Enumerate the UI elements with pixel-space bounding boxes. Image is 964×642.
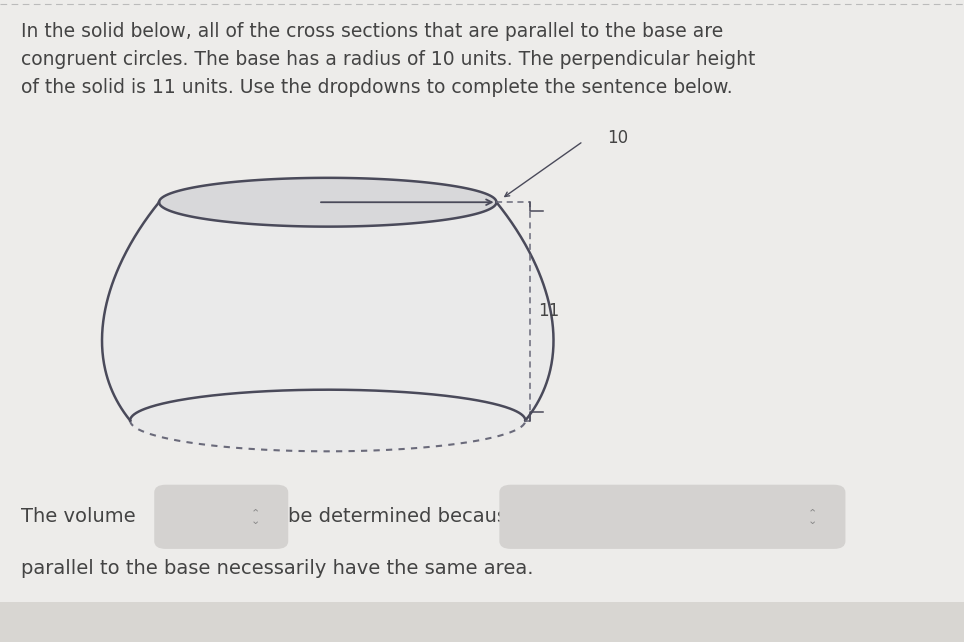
Text: ⌃
⌄: ⌃ ⌄	[808, 508, 817, 526]
Polygon shape	[159, 178, 496, 227]
Text: ⌃
⌄: ⌃ ⌄	[251, 508, 260, 526]
Text: 10: 10	[607, 129, 629, 147]
FancyBboxPatch shape	[154, 485, 288, 549]
Polygon shape	[102, 202, 553, 421]
Polygon shape	[130, 390, 525, 451]
FancyBboxPatch shape	[499, 485, 845, 549]
Text: be determined because: be determined because	[288, 507, 520, 526]
Text: The volume: The volume	[21, 507, 136, 526]
Text: In the solid below, all of the cross sections that are parallel to the base are
: In the solid below, all of the cross sec…	[21, 22, 756, 98]
FancyBboxPatch shape	[0, 602, 964, 642]
Text: parallel to the base necessarily have the same area.: parallel to the base necessarily have th…	[21, 559, 534, 578]
Text: 11: 11	[538, 302, 559, 320]
